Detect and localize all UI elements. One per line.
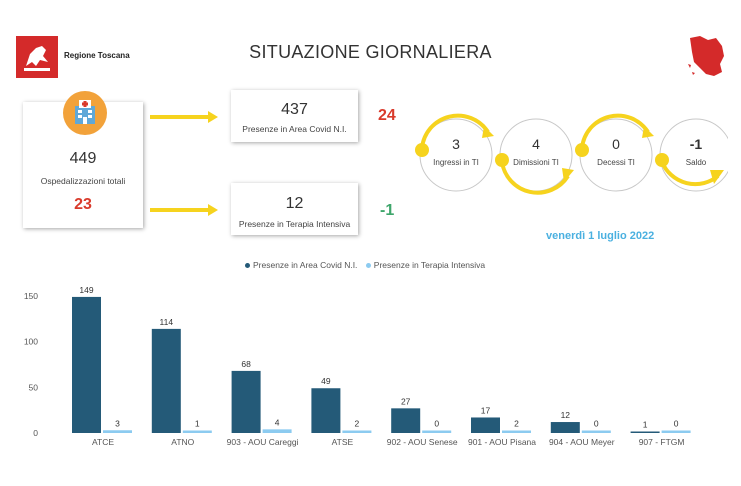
chart-legend: Presenze in Area Covid N.I. Presenze in …: [245, 260, 485, 270]
flow-circle: [659, 118, 728, 192]
data-label: 0: [434, 419, 439, 429]
bar: [262, 429, 292, 433]
bar: [311, 388, 341, 433]
data-label: 149: [79, 285, 93, 295]
data-label: 2: [514, 419, 519, 429]
legend-dot-covid: [245, 263, 250, 269]
hospitalizations-label: Ospedalizzazioni totali: [40, 176, 126, 186]
covid-label: Presenze in Area Covid N.I.: [242, 124, 347, 134]
flow-saldo-value: -1: [689, 136, 703, 152]
bar: [502, 430, 531, 433]
data-label: 2: [355, 419, 360, 429]
data-label: 114: [160, 317, 174, 327]
data-label: 17: [481, 405, 491, 415]
y-tick-label: 50: [29, 382, 39, 392]
ti-delta: -1: [380, 202, 395, 219]
data-label: 49: [321, 376, 331, 386]
ti-value: 12: [285, 195, 304, 212]
legend-label-covid: Presenze in Area Covid N.I.: [253, 260, 358, 270]
x-tick-label: 907 - FTGM: [639, 437, 685, 447]
x-tick-label: ATCE: [92, 437, 114, 447]
legend-dot-ti: [365, 263, 371, 269]
page-title: SITUAZIONE GIORNALIERA: [249, 42, 492, 62]
flow-diagram: [415, 113, 728, 195]
hospital-icon: [62, 90, 108, 136]
ti-label: Presenze in Terapia Intensiva: [238, 219, 351, 229]
bar: [72, 296, 101, 433]
covid-value: 437: [281, 101, 308, 118]
data-label: 12: [561, 410, 571, 420]
x-tick-label: ATNO: [171, 437, 194, 447]
report-date: venerdì 1 luglio 2022: [546, 230, 655, 242]
bar: [231, 370, 261, 433]
data-label: 3: [115, 418, 120, 428]
data-label: 68: [241, 359, 251, 369]
bar: [661, 430, 691, 433]
arrow-icon: [150, 204, 218, 216]
flow-ingressi-value: 3: [452, 136, 460, 152]
flow-ingressi-label: Ingressi in TI: [433, 158, 479, 167]
bar: [471, 417, 500, 433]
covid-card: [231, 90, 358, 142]
bar: [630, 431, 660, 433]
y-tick-label: 0: [33, 428, 38, 438]
x-tick-label: ATSE: [332, 437, 354, 447]
flow-decessi-label: Decessi TI: [597, 158, 635, 167]
x-tick-label: 902 - AOU Senese: [387, 437, 458, 447]
arrow-icon: [150, 111, 218, 123]
flow-decessi-value: 0: [612, 136, 620, 152]
bar: [550, 422, 580, 433]
region-logo-text: Regione Toscana: [64, 51, 130, 60]
flow-dimissioni-label: Dimissioni TI: [513, 158, 559, 167]
bar: [342, 430, 372, 433]
bar: [422, 430, 452, 433]
legend-label-ti: Presenze in Terapia Intensiva: [373, 260, 486, 270]
data-label: 0: [674, 419, 679, 429]
x-tick-label: 901 - AOU Pisana: [468, 437, 536, 447]
bar: [581, 430, 611, 433]
covid-delta: 24: [378, 107, 396, 124]
bar: [103, 430, 132, 433]
y-tick-label: 100: [24, 337, 38, 347]
y-tick-label: 150: [24, 291, 38, 301]
tuscany-map-icon: [686, 34, 726, 78]
bar: [182, 430, 212, 433]
data-label: 0: [594, 419, 599, 429]
data-label: 1: [643, 420, 648, 430]
hospitalizations-delta: 23: [74, 196, 92, 213]
bar: [391, 408, 421, 433]
hospitalizations-value: 449: [69, 150, 97, 167]
flow-saldo-label: Saldo: [685, 158, 707, 167]
data-label: 4: [275, 417, 280, 427]
flow-dimissioni-value: 4: [532, 136, 540, 152]
data-label: 1: [195, 419, 200, 429]
data-label: 27: [401, 396, 411, 406]
x-tick-label: 904 - AOU Meyer: [549, 437, 615, 447]
ti-card: [231, 183, 358, 235]
region-logo: [16, 36, 58, 78]
x-tick-label: 903 - AOU Careggi: [227, 437, 299, 447]
bar: [151, 328, 181, 433]
